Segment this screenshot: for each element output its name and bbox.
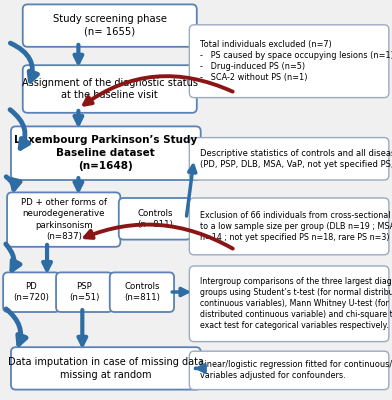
FancyBboxPatch shape bbox=[3, 272, 60, 312]
Text: PD + other forms of
neurodegenerative
parkinsonism
(n=837): PD + other forms of neurodegenerative pa… bbox=[21, 198, 107, 241]
FancyBboxPatch shape bbox=[23, 4, 197, 47]
Text: Intergroup comparisons of the three largest diagnostic
groups using Student’s t-: Intergroup comparisons of the three larg… bbox=[200, 277, 392, 330]
FancyBboxPatch shape bbox=[7, 192, 120, 247]
Text: Controls
(n=811): Controls (n=811) bbox=[124, 282, 160, 302]
Text: Exclusion of 66 individuals from cross-sectional analysis due
to a low sample si: Exclusion of 66 individuals from cross-s… bbox=[200, 211, 392, 242]
Text: PSP
(n=51): PSP (n=51) bbox=[69, 282, 100, 302]
Text: Controls
(n=811): Controls (n=811) bbox=[137, 208, 173, 229]
FancyBboxPatch shape bbox=[110, 272, 174, 312]
FancyBboxPatch shape bbox=[119, 198, 191, 240]
FancyBboxPatch shape bbox=[189, 138, 389, 180]
FancyBboxPatch shape bbox=[23, 65, 197, 113]
Text: Data imputation in case of missing data
missing at random: Data imputation in case of missing data … bbox=[8, 357, 204, 380]
FancyBboxPatch shape bbox=[189, 266, 389, 342]
Text: Study screening phase
(n= 1655): Study screening phase (n= 1655) bbox=[53, 14, 167, 37]
Text: Luxembourg Parkinson’s Study
Baseline dataset
(n=1648): Luxembourg Parkinson’s Study Baseline da… bbox=[14, 135, 198, 171]
FancyBboxPatch shape bbox=[189, 25, 389, 98]
Text: Total individuals excluded (n=7)
-   PS caused by space occupying lesions (n=1)
: Total individuals excluded (n=7) - PS ca… bbox=[200, 40, 392, 82]
Text: Assignment of the diagnostic status
at the baseline visit: Assignment of the diagnostic status at t… bbox=[22, 78, 198, 100]
FancyBboxPatch shape bbox=[11, 347, 201, 390]
Text: Descriptive statistics of controls and all disease groups:
(PD, PSP, DLB, MSA, V: Descriptive statistics of controls and a… bbox=[200, 149, 392, 169]
FancyBboxPatch shape bbox=[189, 351, 389, 390]
FancyBboxPatch shape bbox=[189, 198, 389, 255]
Text: Linear/logistic regression fitted for continuous/categorical
variables adjusted : Linear/logistic regression fitted for co… bbox=[200, 360, 392, 380]
FancyBboxPatch shape bbox=[11, 126, 201, 180]
FancyBboxPatch shape bbox=[56, 272, 113, 312]
Text: PD
(n=720): PD (n=720) bbox=[13, 282, 49, 302]
